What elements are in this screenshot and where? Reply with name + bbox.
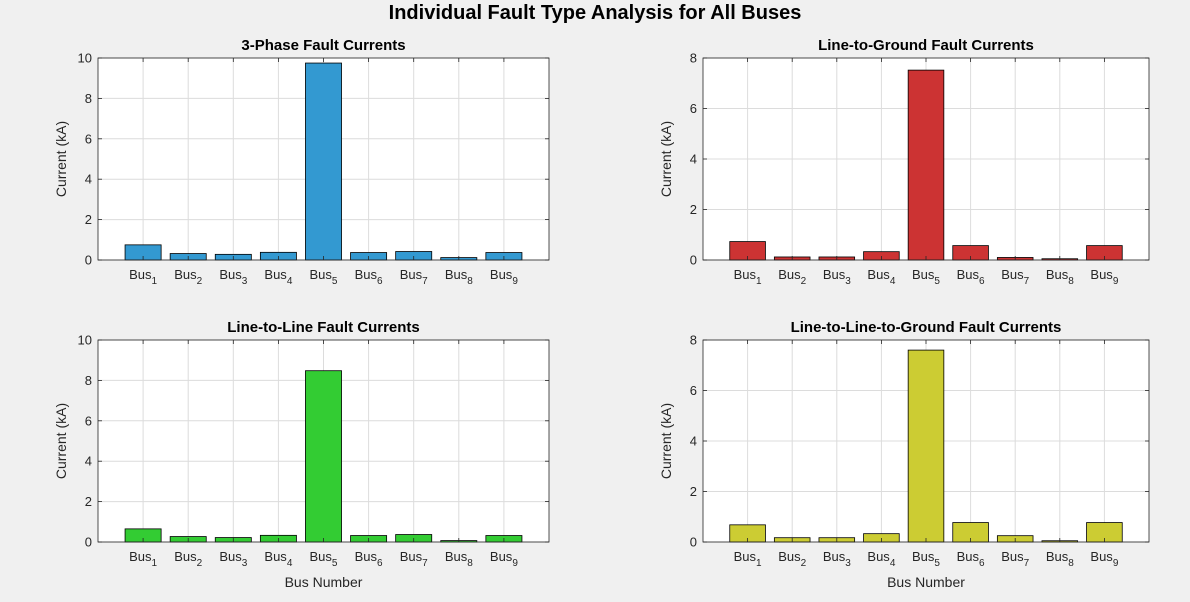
y-tick-label: 0 (85, 535, 92, 550)
x-tick-label: Bus9 (490, 267, 518, 287)
y-tick-label: 2 (690, 484, 697, 499)
y-tick-label: 2 (85, 212, 92, 227)
x-tick-label: Bus4 (264, 267, 292, 287)
x-tick-label: Bus7 (1001, 549, 1029, 569)
y-tick-label: 0 (690, 253, 697, 268)
subplot-title: Line-to-Line Fault Currents (227, 319, 420, 336)
x-tick-label: Bus6 (355, 267, 383, 287)
y-tick-label: 0 (690, 535, 697, 550)
x-tick-label: Bus9 (1090, 267, 1118, 287)
x-tick-label: Bus6 (957, 267, 985, 287)
y-tick-label: 2 (690, 202, 697, 217)
chart-panel-2: 0 2 4 6 8 Bus1 Bus2 Bus3 Bus4 Bus5 Bus6 Bus7 Bus8 Bus… (658, 37, 1150, 287)
subplot-title: 3-Phase Fault Currents (241, 37, 405, 54)
x-tick-label: Bus6 (957, 549, 985, 569)
y-tick-label: 8 (690, 51, 697, 66)
x-tick-label: Bus2 (174, 549, 202, 569)
y-tick-label: 4 (690, 152, 697, 167)
x-tick-label: Bus8 (445, 267, 473, 287)
x-tick-label: Bus4 (867, 267, 895, 287)
x-tick-label: Bus5 (310, 549, 338, 569)
x-tick-label: Bus2 (778, 267, 806, 287)
x-tick-label: Bus1 (734, 267, 762, 287)
x-tick-label: Bus3 (823, 549, 851, 569)
bar-bus5 (305, 62, 342, 261)
x-tick-label: Bus4 (867, 549, 895, 569)
figure-title: Individual Fault Type Analysis for All B… (388, 2, 802, 24)
y-axis-label: Current (kA) (53, 403, 69, 479)
bar-bus5 (305, 370, 342, 543)
y-tick-label: 4 (85, 454, 92, 469)
x-tick-label: Bus8 (445, 549, 473, 569)
subplot-title: Line-to-Ground Fault Currents (818, 37, 1034, 54)
x-tick-label: Bus1 (129, 549, 157, 569)
x-tick-label: Bus5 (912, 549, 940, 569)
x-axis-label: Bus Number (887, 574, 965, 590)
y-tick-label: 8 (690, 333, 697, 348)
y-tick-label: 4 (85, 172, 92, 187)
y-tick-label: 8 (85, 373, 92, 388)
y-tick-label: 10 (78, 333, 92, 348)
x-tick-label: Bus1 (734, 549, 762, 569)
subplot-title: Line-to-Line-to-Ground Fault Currents (791, 319, 1062, 336)
x-axis-label: Bus Number (285, 574, 363, 590)
x-tick-label: Bus3 (219, 549, 247, 569)
y-tick-label: 6 (85, 131, 92, 146)
chart-panel-1: 0 2 4 6 8 10 Bus1 Bus2 Bus3 Bus4 Bus5 Bus6 Bus7 Bus8 B… (53, 37, 550, 287)
bar-bus5 (907, 69, 945, 261)
y-tick-label: 6 (690, 101, 697, 116)
chart-panel-3: 0 2 4 6 8 10 Bus1 Bus2 Bus3 Bus4 Bus5 Bus6 Bus7 Bus8 B… (53, 319, 550, 590)
x-tick-label: Bus5 (310, 267, 338, 287)
x-tick-label: Bus8 (1046, 267, 1074, 287)
y-axis-label: Current (kA) (53, 121, 69, 197)
x-tick-label: Bus2 (778, 549, 806, 569)
x-tick-label: Bus4 (264, 549, 292, 569)
y-axis-label: Current (kA) (658, 121, 674, 197)
x-tick-label: Bus7 (400, 267, 428, 287)
x-tick-label: Bus7 (1001, 267, 1029, 287)
y-tick-label: 6 (690, 383, 697, 398)
y-tick-label: 10 (78, 51, 92, 66)
x-tick-label: Bus2 (174, 267, 202, 287)
x-tick-label: Bus9 (490, 549, 518, 569)
y-tick-label: 6 (85, 413, 92, 428)
x-tick-label: Bus3 (219, 267, 247, 287)
chart-panel-4: 0 2 4 6 8 Bus1 Bus2 Bus3 Bus4 Bus5 Bus6 Bus7 Bus8 Bus… (658, 319, 1150, 590)
y-tick-label: 8 (85, 91, 92, 106)
x-tick-label: Bus3 (823, 267, 851, 287)
y-tick-label: 0 (85, 253, 92, 268)
x-tick-label: Bus9 (1090, 549, 1118, 569)
x-tick-label: Bus8 (1046, 549, 1074, 569)
x-tick-label: Bus5 (912, 267, 940, 287)
bar-bus5 (907, 349, 945, 543)
x-tick-label: Bus7 (400, 549, 428, 569)
x-tick-label: Bus6 (355, 549, 383, 569)
x-tick-label: Bus1 (129, 267, 157, 287)
y-tick-label: 2 (85, 494, 92, 509)
y-axis-label: Current (kA) (658, 403, 674, 479)
y-tick-label: 4 (690, 434, 697, 449)
